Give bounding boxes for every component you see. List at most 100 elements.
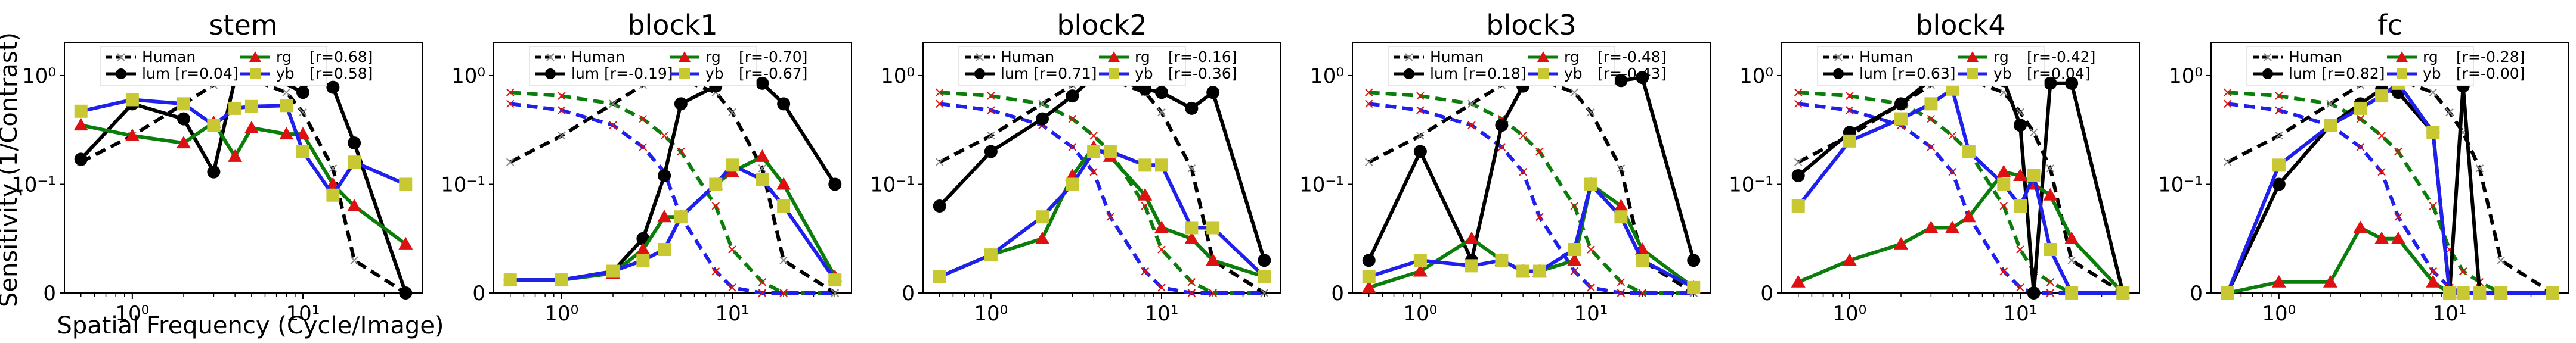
rg-point <box>1791 275 1806 288</box>
human-chroma-point <box>1927 114 1936 123</box>
x-tick-label: 10⁰ <box>974 302 1008 326</box>
legend-yb-r: [r=0.58] <box>309 65 373 82</box>
legend-human-label: Human <box>1859 48 1913 66</box>
plot-frame <box>64 42 423 294</box>
rg-point <box>398 236 413 250</box>
human-chroma-point <box>1617 289 1626 297</box>
lum-point <box>933 199 946 213</box>
y-tick-label: 10⁰ <box>1310 64 1344 88</box>
legend-human-marker <box>1834 53 1843 61</box>
legend-box <box>1817 46 2045 86</box>
yb-point <box>2324 119 2337 132</box>
rg-point <box>2013 169 2027 182</box>
legend-rg-label: rg <box>2423 48 2438 66</box>
yb-point <box>125 93 139 107</box>
legend-lum-label: lum [r=0.04] <box>142 65 239 82</box>
human-point <box>758 164 767 173</box>
legend-box <box>1388 46 1615 86</box>
rg-point <box>125 128 140 141</box>
yb-point <box>1636 254 1649 267</box>
rg-point <box>776 177 791 190</box>
human-point <box>506 158 515 166</box>
human-chroma-point <box>1089 132 1098 140</box>
yb-point <box>1206 221 1220 235</box>
x-tick-label: 10⁰ <box>2262 302 2296 326</box>
lum-point <box>828 177 842 191</box>
legend-yb-label: yb <box>2423 65 2441 82</box>
human-chroma-point <box>1519 167 1527 176</box>
human-chroma-point <box>2046 289 2055 297</box>
human-chroma-point <box>728 245 736 254</box>
lum-point <box>2044 76 2057 90</box>
legend-human-label: Human <box>1001 48 1054 66</box>
y-tick-label: 0 <box>43 282 56 305</box>
human-chroma-point <box>558 106 566 114</box>
human-point <box>299 108 307 117</box>
yb-point <box>1495 254 1509 267</box>
human-point <box>609 99 617 108</box>
human-chroma-point <box>1846 92 1854 100</box>
rg-point <box>2426 275 2441 288</box>
legend-rg-label: rg <box>705 48 721 66</box>
y-tick-label: 10⁰ <box>22 64 56 88</box>
yb-point <box>1568 242 1581 256</box>
human-point <box>2497 256 2505 264</box>
lum-point <box>984 145 998 158</box>
rg-point <box>1961 210 1976 223</box>
human-chroma-point <box>987 92 995 100</box>
legend-box <box>100 46 327 86</box>
legend-lum-label: lum [r=0.71] <box>1001 65 1097 82</box>
series-human_rg <box>2227 91 2553 295</box>
legend-yb-r: [r=-0.36] <box>1168 65 1237 82</box>
human-chroma-point <box>2394 147 2402 156</box>
lum-point <box>1258 254 1271 267</box>
legend-rg-r: [r=-0.70] <box>739 48 807 66</box>
human-chroma-point <box>677 147 685 156</box>
human-chroma-point <box>558 92 566 100</box>
y-axis-label: Sensitivity (1/Contrast) <box>0 32 23 307</box>
human-point <box>2275 132 2283 140</box>
rg-point <box>177 136 191 149</box>
lum-point <box>348 136 361 150</box>
yb-point <box>1687 280 1701 294</box>
rg-point <box>1567 253 1582 266</box>
human-point <box>2224 158 2232 166</box>
panel-title: block1 <box>627 9 717 41</box>
human-chroma-point <box>1846 106 1854 114</box>
yb-point <box>777 199 791 213</box>
lum-point <box>756 76 769 90</box>
legend-rg-label: rg <box>1564 48 1580 66</box>
legend-human-label: Human <box>2289 48 2342 66</box>
human-chroma-point <box>1497 143 1506 151</box>
x-axis-label: Spatial Frequency (Cycle/Image) <box>57 312 444 339</box>
human-point <box>1038 99 1046 108</box>
y-tick-label: 10⁰ <box>1739 64 1773 88</box>
rg-point <box>636 242 651 255</box>
human-chroma-point <box>1948 132 1956 140</box>
human-chroma-point <box>728 283 736 292</box>
x-tick-label: 10⁰ <box>1403 302 1437 326</box>
yb-point <box>2272 158 2286 172</box>
lum-point <box>1036 112 1049 126</box>
legend-yb-marker <box>2397 68 2407 79</box>
human-chroma-point <box>1157 245 1166 254</box>
lum-point <box>399 286 413 300</box>
x-tick-label: 10⁰ <box>1832 302 1866 326</box>
y-tick-label: 10⁻¹ <box>870 173 915 197</box>
series-human_yb <box>1798 102 2123 295</box>
human-point <box>728 108 736 117</box>
human-chroma-point <box>1187 289 1196 297</box>
human-point <box>558 132 566 140</box>
series-human_rg <box>1798 91 2123 295</box>
legend-lum-marker <box>545 68 556 79</box>
legend-lum-marker <box>1833 68 1844 79</box>
human-chroma-point <box>2429 267 2437 276</box>
legend-yb-r: [r=-0.43] <box>1597 65 1666 82</box>
